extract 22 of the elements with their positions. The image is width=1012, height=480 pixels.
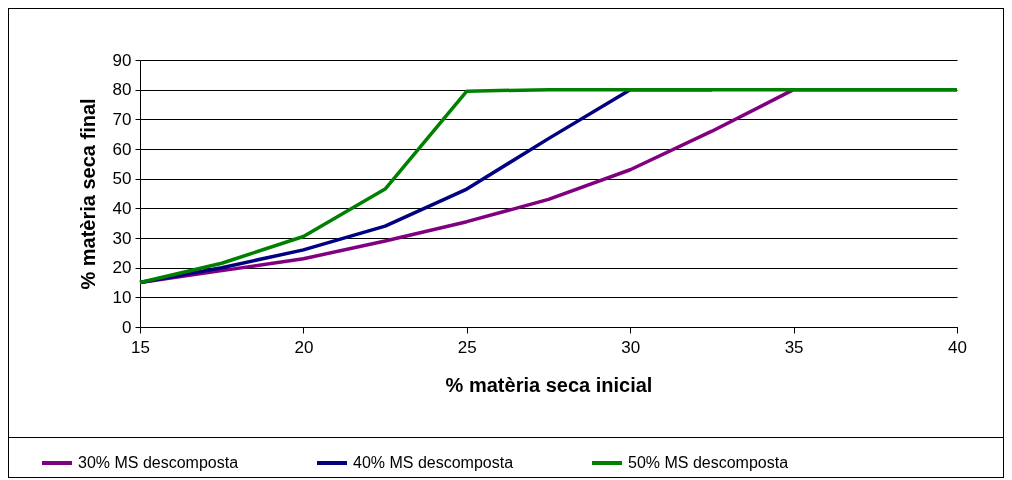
legend-label: 30% MS descomposta	[78, 454, 239, 471]
y-tick-label: 70	[112, 109, 132, 129]
x-tick-label: 15	[131, 337, 150, 357]
x-tick-label: 35	[784, 337, 804, 357]
y-tick-label: 90	[112, 50, 132, 70]
y-tick-label: 50	[112, 169, 132, 189]
x-tick-label: 20	[294, 337, 314, 357]
x-tick-label: 25	[457, 337, 477, 357]
x-tick-label: 40	[948, 337, 967, 357]
y-tick-label: 40	[112, 198, 132, 218]
y-tick-label: 10	[112, 287, 132, 307]
legend-label: 50% MS descomposta	[628, 454, 789, 471]
line-series	[138, 87, 959, 285]
x-tick-label: 30	[621, 337, 641, 357]
y-tick-label: 0	[122, 317, 132, 337]
y-axis-title: % matèria seca final	[76, 98, 99, 290]
legend-label: 40% MS descomposta	[353, 454, 514, 471]
x-axis-title: % matèria seca inicial	[445, 373, 653, 396]
y-tick-label: 80	[112, 80, 132, 100]
y-tick-label: 60	[112, 139, 132, 159]
y-tick-label: 20	[112, 258, 132, 278]
y-tick-label: 30	[112, 228, 132, 248]
